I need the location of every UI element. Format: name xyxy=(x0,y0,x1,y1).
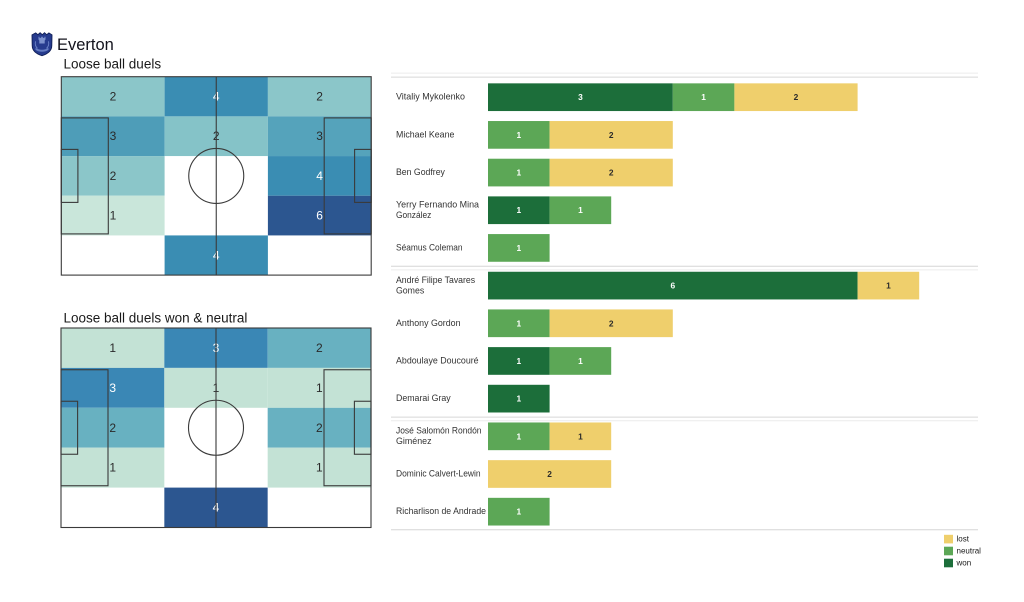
svg-text:1: 1 xyxy=(516,394,521,404)
svg-text:1: 1 xyxy=(701,92,706,102)
svg-text:Ben Godfrey: Ben Godfrey xyxy=(396,167,445,178)
svg-text:2: 2 xyxy=(316,90,323,104)
svg-text:Giménez: Giménez xyxy=(396,436,432,447)
svg-text:2: 2 xyxy=(547,469,552,479)
svg-text:Demarai Gray: Demarai Gray xyxy=(396,393,451,404)
svg-text:Anthony Gordon: Anthony Gordon xyxy=(396,318,461,329)
svg-text:4: 4 xyxy=(316,169,323,183)
svg-text:1: 1 xyxy=(516,507,521,517)
svg-text:1: 1 xyxy=(110,209,117,223)
svg-text:1: 1 xyxy=(516,130,521,140)
svg-text:2: 2 xyxy=(609,318,614,328)
svg-text:André Filipe Tavares: André Filipe Tavares xyxy=(396,275,475,286)
svg-text:1: 1 xyxy=(516,431,521,441)
svg-text:1: 1 xyxy=(886,281,891,291)
svg-text:2: 2 xyxy=(794,92,799,102)
svg-text:Loose ball duels: Loose ball duels xyxy=(64,56,162,71)
svg-text:6: 6 xyxy=(316,209,323,223)
svg-text:lost: lost xyxy=(957,535,970,544)
svg-text:José Salomón Rondón: José Salomón Rondón xyxy=(396,426,482,437)
svg-text:3: 3 xyxy=(316,129,323,143)
svg-text:3: 3 xyxy=(110,129,117,143)
svg-text:6: 6 xyxy=(670,281,675,291)
svg-text:Abdoulaye Doucouré: Abdoulaye Doucouré xyxy=(396,355,479,366)
svg-text:1: 1 xyxy=(516,243,521,253)
svg-text:1: 1 xyxy=(316,461,323,475)
svg-text:1: 1 xyxy=(578,205,583,215)
svg-text:1: 1 xyxy=(578,431,583,441)
svg-text:Vitaliy Mykolenko: Vitaliy Mykolenko xyxy=(396,92,465,103)
svg-text:Michael Keane: Michael Keane xyxy=(396,129,454,140)
svg-text:Gomes: Gomes xyxy=(396,285,424,296)
svg-text:3: 3 xyxy=(578,92,583,102)
svg-text:1: 1 xyxy=(516,356,521,366)
svg-text:2: 2 xyxy=(316,341,323,355)
svg-text:Everton: Everton xyxy=(57,36,114,54)
svg-text:Dominic Calvert-Lewin: Dominic Calvert-Lewin xyxy=(396,469,481,480)
svg-text:2: 2 xyxy=(609,168,614,178)
svg-text:1: 1 xyxy=(578,356,583,366)
svg-text:1: 1 xyxy=(109,341,116,355)
svg-text:Loose ball duels won & neutral: Loose ball duels won & neutral xyxy=(64,310,248,325)
svg-text:1: 1 xyxy=(109,461,116,475)
svg-text:won: won xyxy=(956,559,972,568)
svg-text:Richarlison de Andrade: Richarlison de Andrade xyxy=(396,506,486,517)
svg-text:1: 1 xyxy=(516,318,521,328)
svg-text:3: 3 xyxy=(109,381,116,395)
svg-text:Séamus Coleman: Séamus Coleman xyxy=(396,242,463,253)
svg-text:González: González xyxy=(396,210,432,221)
svg-text:2: 2 xyxy=(609,130,614,140)
svg-text:2: 2 xyxy=(110,90,117,104)
svg-text:2: 2 xyxy=(110,169,117,183)
svg-text:neutral: neutral xyxy=(957,547,982,556)
svg-text:2: 2 xyxy=(109,421,116,435)
svg-text:1: 1 xyxy=(516,168,521,178)
svg-text:2: 2 xyxy=(316,421,323,435)
svg-text:Yerry Fernando Mina: Yerry Fernando Mina xyxy=(396,200,480,211)
svg-text:1: 1 xyxy=(516,205,521,215)
svg-text:1: 1 xyxy=(316,381,323,395)
